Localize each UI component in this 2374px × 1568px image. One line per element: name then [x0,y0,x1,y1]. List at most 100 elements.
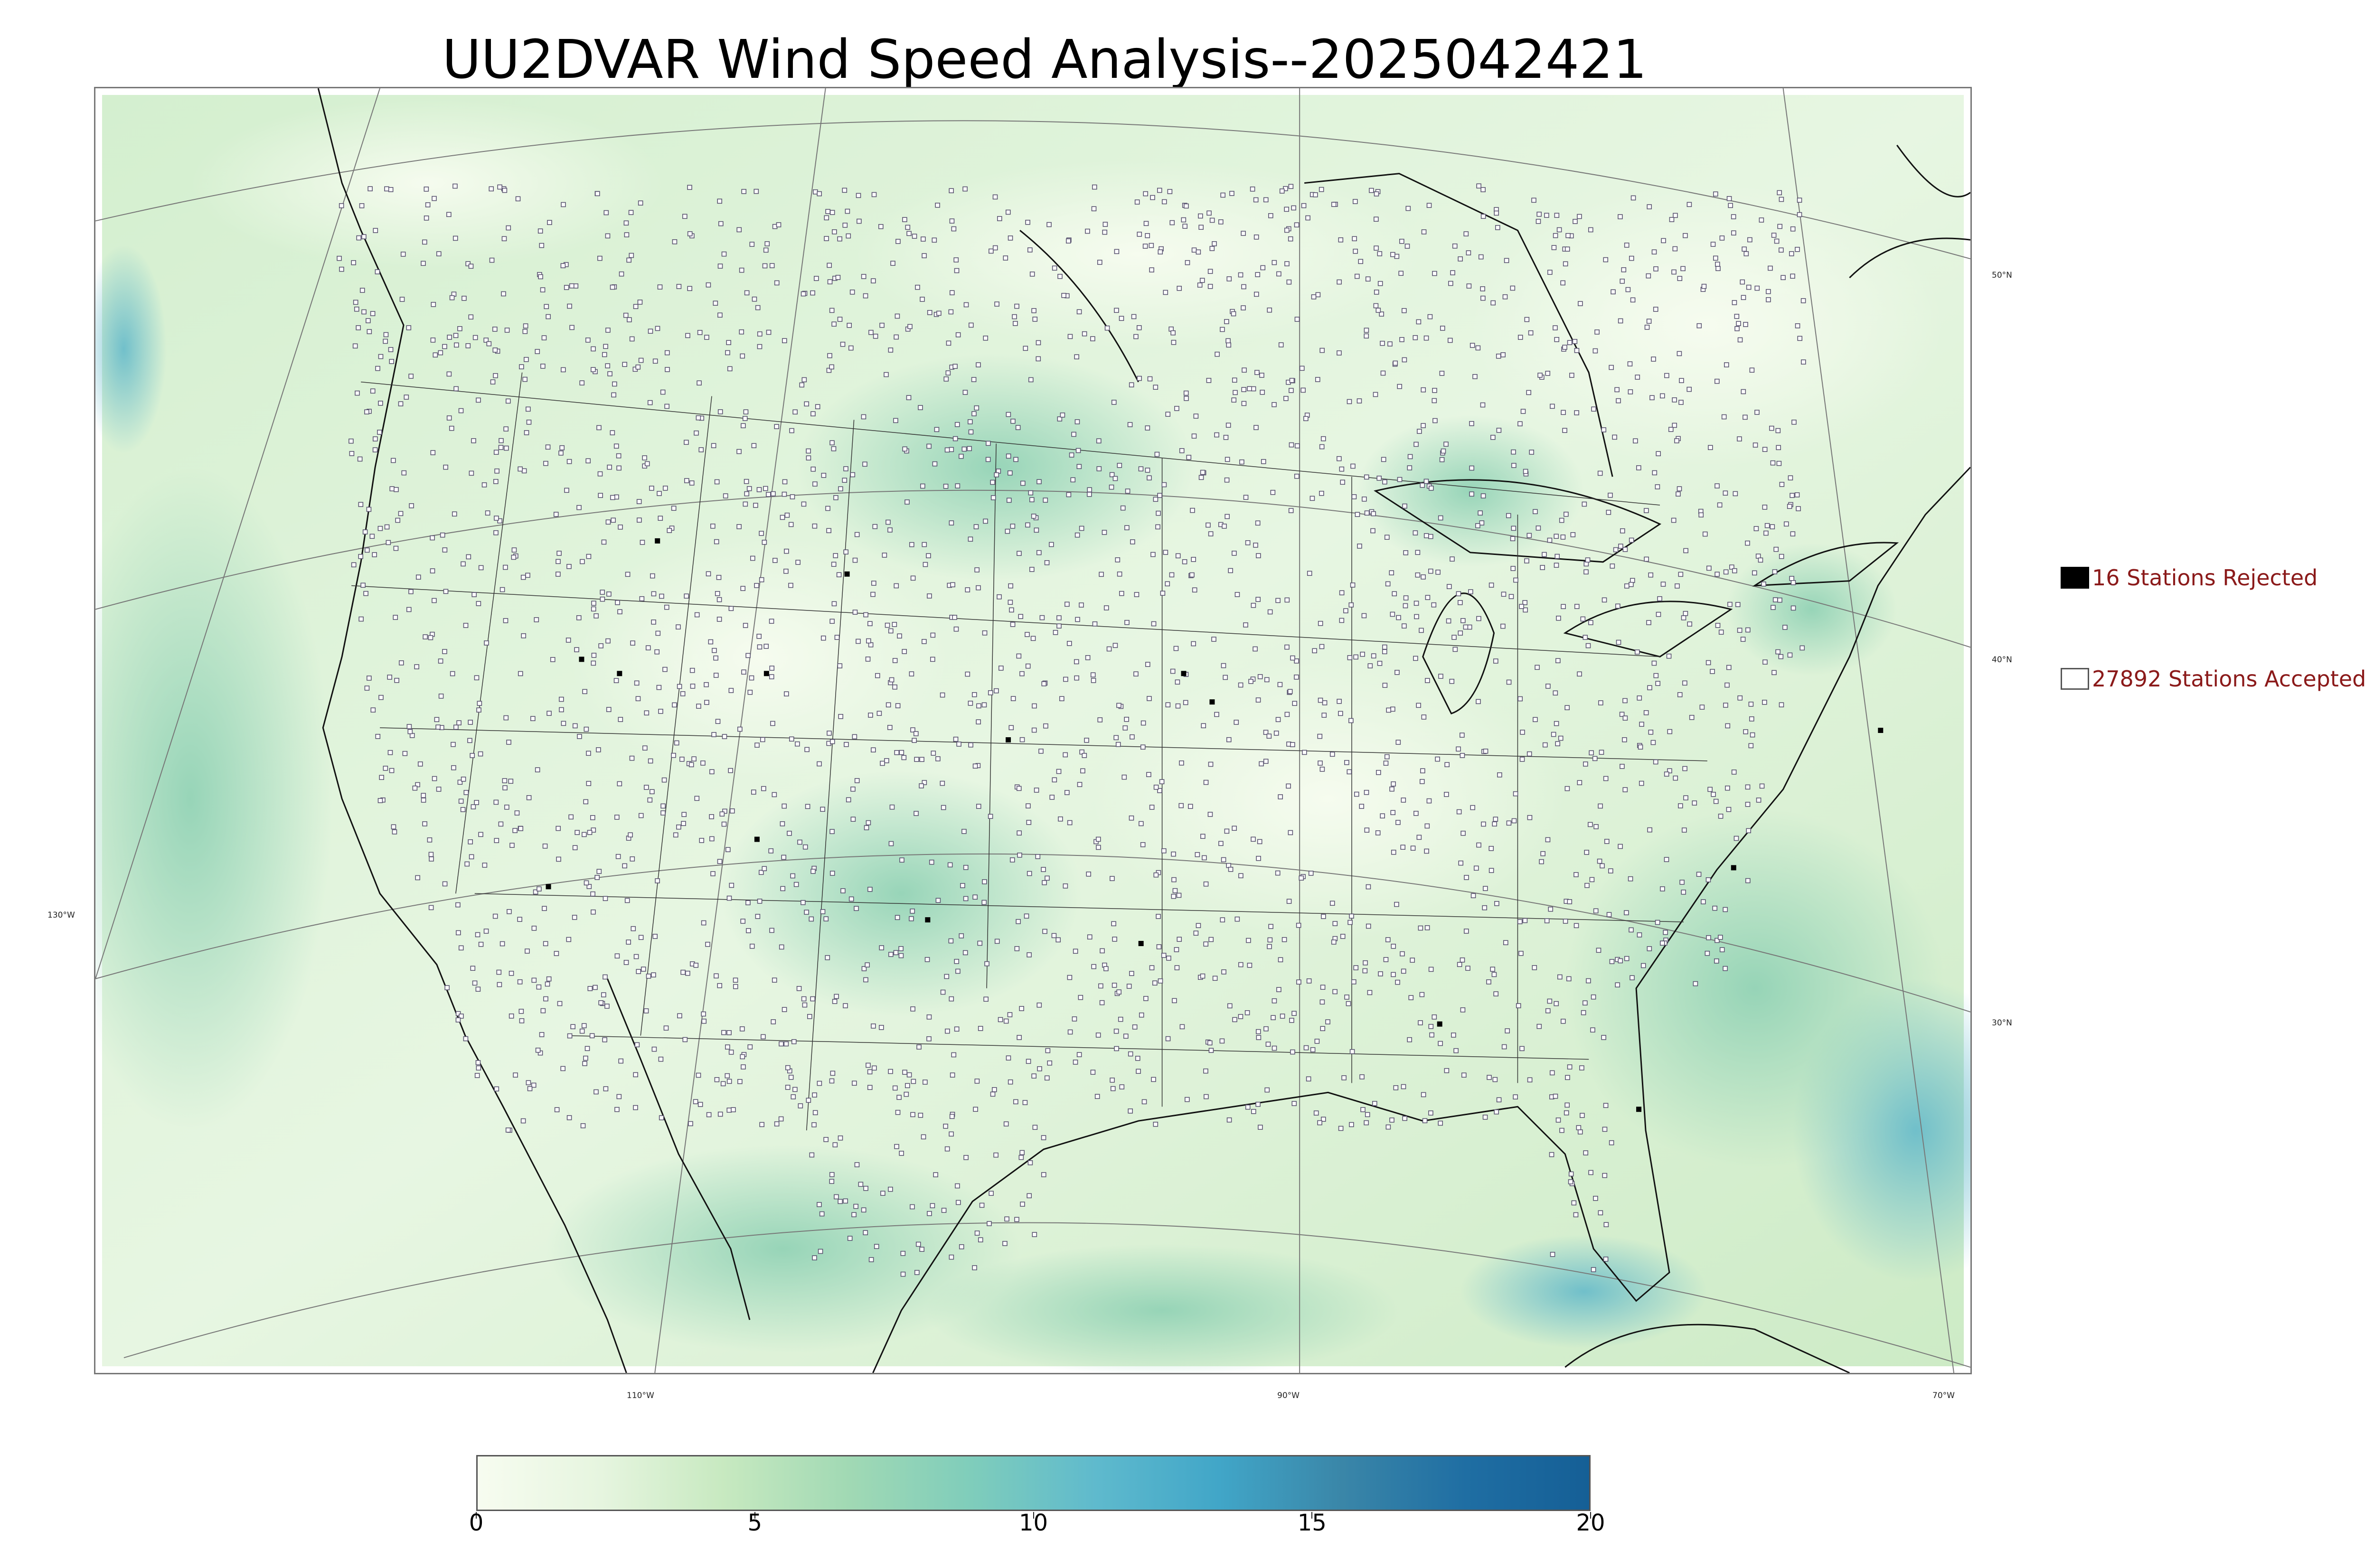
station-marker-accepted [1253,425,1259,430]
station-marker-accepted [540,364,546,369]
station-marker-accepted [511,554,517,560]
station-marker-accepted [894,750,900,755]
lat-label-30n: 30°N [1992,1018,2012,1028]
station-marker-accepted [358,502,364,507]
station-marker-accepted [811,1122,817,1127]
station-marker-accepted [1200,834,1206,839]
station-marker-accepted [476,1065,481,1071]
station-marker-accepted [1532,965,1537,970]
station-marker-accepted [1320,436,1326,441]
station-marker-accepted [1715,572,1720,577]
station-marker-accepted [646,973,651,979]
station-marker-accepted [642,745,648,751]
station-marker-accepted [899,750,904,755]
station-marker-accepted [1787,504,1792,509]
station-marker-accepted [1272,998,1277,1004]
station-marker-accepted [1043,498,1048,503]
station-marker-accepted [474,800,479,805]
station-marker-accepted [543,941,548,947]
station-marker-accepted [1347,769,1352,775]
station-marker-accepted [1652,470,1658,476]
station-marker-accepted [833,553,838,558]
station-marker-accepted [478,751,483,757]
station-marker-accepted [594,875,600,880]
colorbar-tick [754,1512,755,1519]
station-marker-accepted [618,1058,624,1064]
station-marker-accepted [1087,487,1093,493]
station-marker-accepted [1402,357,1407,363]
station-marker-accepted [1718,814,1724,819]
station-marker-accepted [366,318,371,323]
station-marker-accepted [432,598,437,603]
wind-speed-map[interactable] [94,87,1972,1374]
station-marker-accepted [763,486,768,491]
station-marker-accepted [1539,859,1544,864]
station-marker-accepted [1492,1077,1498,1082]
station-marker-accepted [614,815,620,820]
station-marker-accepted [583,799,589,805]
station-marker-accepted [988,814,993,819]
station-marker-accepted [1476,699,1481,704]
station-marker-accepted [512,828,518,833]
station-marker-accepted [795,560,801,565]
station-marker-accepted [1218,841,1224,846]
station-marker-accepted [713,673,719,678]
station-marker-accepted [1085,228,1090,234]
station-marker-accepted [914,757,919,762]
station-marker-accepted [1549,1070,1555,1076]
station-marker-accepted [895,1109,901,1115]
station-marker-accepted [745,653,751,658]
station-marker-accepted [1419,628,1424,633]
station-marker-accepted [1566,976,1572,982]
station-marker-accepted [1583,1150,1589,1155]
station-marker-accepted [458,945,464,951]
station-marker-accepted [515,196,521,202]
station-marker-accepted [1669,217,1675,222]
station-marker-accepted [507,909,512,914]
station-marker-accepted [1258,1125,1263,1130]
station-marker-accepted [1319,999,1325,1005]
station-marker-accepted [1390,706,1395,712]
station-marker-accepted [1128,1108,1133,1114]
station-marker-accepted [1777,597,1782,603]
station-marker-accepted [831,446,837,451]
station-marker-accepted [1599,750,1604,755]
station-marker-accepted [1379,311,1384,317]
station-marker-accepted [540,1008,546,1014]
station-marker-accepted [1177,286,1182,291]
station-marker-accepted [1022,1100,1028,1105]
station-marker-accepted [503,715,509,721]
station-marker-accepted [842,478,848,483]
station-marker-accepted [965,587,970,592]
station-marker-accepted [359,203,365,208]
station-marker-accepted [831,601,837,607]
station-marker-accepted [1382,479,1387,485]
station-marker-accepted [1261,459,1266,464]
station-marker-accepted [798,1103,803,1108]
station-marker-accepted [1580,616,1586,622]
station-marker-accepted [1299,875,1304,881]
station-marker-accepted [1743,322,1748,327]
station-marker-accepted [1157,788,1162,793]
station-marker-accepted [428,905,434,911]
station-marker-accepted [1032,1232,1037,1237]
station-marker-accepted [974,405,980,411]
station-marker-accepted [1207,812,1213,817]
station-marker-accepted [438,658,443,664]
station-marker-accepted [935,756,941,761]
station-marker-accepted [648,329,653,334]
station-marker-accepted [834,635,840,640]
station-marker-rejected [763,671,769,676]
station-marker-accepted [616,453,622,459]
station-marker-rejected [1636,1107,1642,1112]
station-marker-accepted [1775,649,1780,655]
station-marker-accepted [1723,966,1728,971]
station-marker-accepted [1196,249,1201,255]
station-marker-accepted [992,1087,997,1092]
station-marker-accepted [1493,658,1498,664]
station-marker-accepted [559,707,564,713]
station-marker-accepted [1438,1120,1443,1126]
station-marker-accepted [1446,618,1451,624]
station-marker-accepted [456,930,461,936]
station-marker-accepted [1743,729,1748,734]
